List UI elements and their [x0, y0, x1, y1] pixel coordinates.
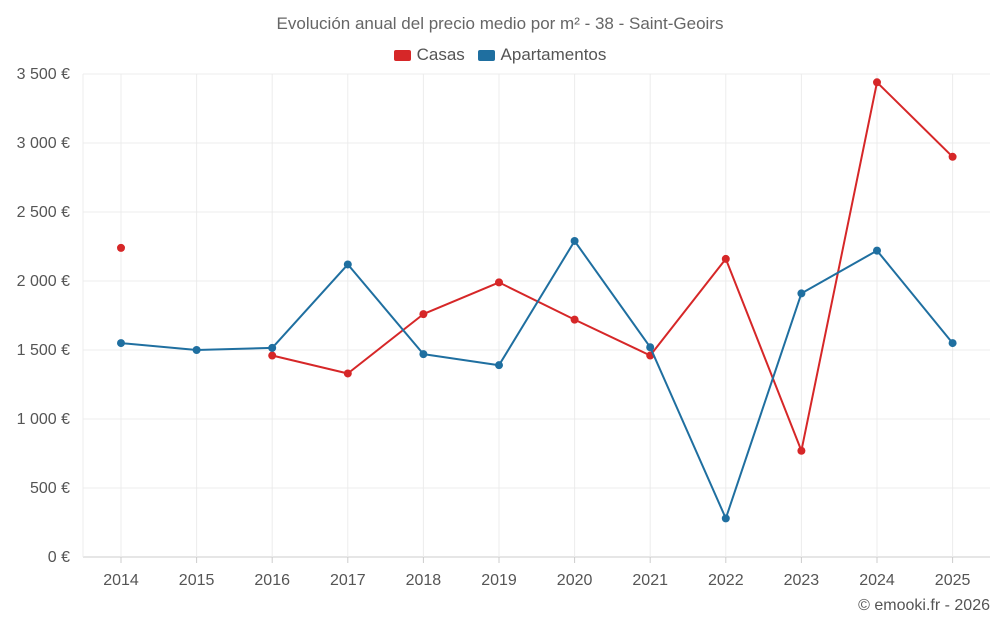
- x-tick-label: 2023: [784, 572, 820, 589]
- data-point-apartamentos: [192, 346, 201, 354]
- legend-label-apartamentos: Apartamentos: [500, 45, 607, 64]
- y-tick-label: 2 000 €: [17, 273, 70, 290]
- x-tick-label: 2017: [330, 572, 366, 589]
- data-point-apartamentos: [495, 361, 503, 370]
- data-point-casas: [948, 152, 957, 161]
- legend-item-casas[interactable]: Casas: [393, 45, 465, 65]
- x-tick-label: 2018: [406, 572, 442, 589]
- data-point-apartamentos: [570, 236, 579, 245]
- legend: Casas Apartamentos: [0, 45, 1000, 66]
- y-tick-label: 1 500 €: [17, 342, 70, 359]
- data-point-apartamentos: [721, 514, 730, 523]
- y-tick-label: 500 €: [30, 480, 70, 497]
- series-line-apartamentos: [120, 240, 954, 520]
- data-point-apartamentos: [873, 246, 881, 255]
- data-point-apartamentos: [117, 339, 125, 348]
- data-point-apartamentos: [646, 343, 655, 352]
- data-point-casas: [495, 278, 503, 287]
- data-point-apartamentos: [419, 350, 428, 359]
- data-point-apartamentos: [797, 289, 806, 298]
- data-point-apartamentos: [343, 260, 352, 269]
- data-point-casas: [268, 351, 277, 360]
- x-tick-label: 2022: [708, 572, 744, 589]
- legend-item-apartamentos[interactable]: Apartamentos: [477, 45, 607, 65]
- credit-text: © emooki.fr - 2026: [858, 597, 990, 614]
- legend-label-casas: Casas: [416, 45, 465, 64]
- x-tick-label: 2020: [557, 572, 593, 589]
- data-point-casas: [873, 78, 881, 87]
- y-tick-label: 0 €: [48, 549, 70, 566]
- legend-swatch-apartamentos: [477, 49, 495, 61]
- y-tick-label: 2 500 €: [17, 204, 70, 221]
- legend-swatch-casas: [393, 49, 411, 61]
- data-point-casas: [721, 254, 730, 263]
- x-tick-label: 2019: [481, 572, 517, 589]
- data-point-apartamentos: [268, 343, 277, 352]
- x-tick-label: 2021: [632, 572, 668, 589]
- x-tick-label: 2015: [179, 572, 215, 589]
- series-line-casas: [271, 81, 954, 452]
- y-tick-label: 1 000 €: [17, 411, 70, 428]
- x-tick-label: 2014: [103, 572, 139, 589]
- x-tick-label: 2025: [935, 572, 971, 589]
- chart-title: Evolución anual del precio medio por m² …: [276, 14, 724, 33]
- data-point-apartamentos: [948, 339, 957, 348]
- y-tick-label: 3 000 €: [17, 135, 70, 152]
- data-point-casas: [797, 446, 806, 455]
- data-point-casas: [117, 243, 125, 252]
- data-point-casas: [343, 369, 352, 378]
- x-tick-label: 2024: [859, 572, 895, 589]
- data-point-casas: [419, 310, 428, 319]
- y-tick-label: 3 500 €: [17, 66, 70, 83]
- x-tick-label: 2016: [254, 572, 290, 589]
- data-point-casas: [570, 315, 579, 324]
